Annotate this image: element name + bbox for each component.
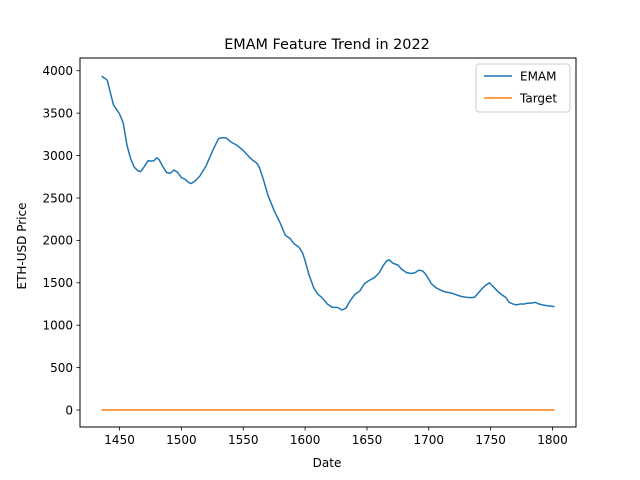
y-tick-label: 2000 <box>42 234 73 248</box>
y-tick-label: 1000 <box>42 319 73 333</box>
series-line-emam <box>101 75 555 311</box>
x-axis-ticks: 1450 1500 1550 1600 1650 1700 1750 1800 <box>104 427 568 447</box>
x-tick-label: 1600 <box>290 433 321 447</box>
plot-frame <box>79 57 577 428</box>
x-tick-label: 1800 <box>537 433 568 447</box>
y-tick-label: 0 <box>65 403 73 417</box>
legend-label-target: Target <box>519 91 557 105</box>
x-axis-label: Date <box>313 456 342 470</box>
x-tick-label: 1750 <box>475 433 506 447</box>
y-tick-label: 3000 <box>42 149 73 163</box>
y-axis-ticks: 0 500 1000 1500 2000 2500 3000 3500 4000 <box>42 64 80 417</box>
x-tick-label: 1550 <box>228 433 259 447</box>
legend-label-emam: EMAM <box>520 69 557 83</box>
y-tick-label: 500 <box>50 361 73 375</box>
legend: EMAM Target <box>475 63 571 113</box>
plot-content <box>101 75 555 411</box>
y-tick-label: 1500 <box>42 276 73 290</box>
x-tick-label: 1650 <box>352 433 383 447</box>
y-tick-label: 4000 <box>42 64 73 78</box>
x-tick-label: 1700 <box>414 433 445 447</box>
y-tick-label: 2500 <box>42 191 73 205</box>
x-tick-label: 1450 <box>104 433 135 447</box>
chart-title: EMAM Feature Trend in 2022 <box>224 37 430 53</box>
x-tick-label: 1500 <box>166 433 197 447</box>
y-axis-label: ETH-USD Price <box>15 203 29 290</box>
y-tick-label: 3500 <box>42 106 73 120</box>
